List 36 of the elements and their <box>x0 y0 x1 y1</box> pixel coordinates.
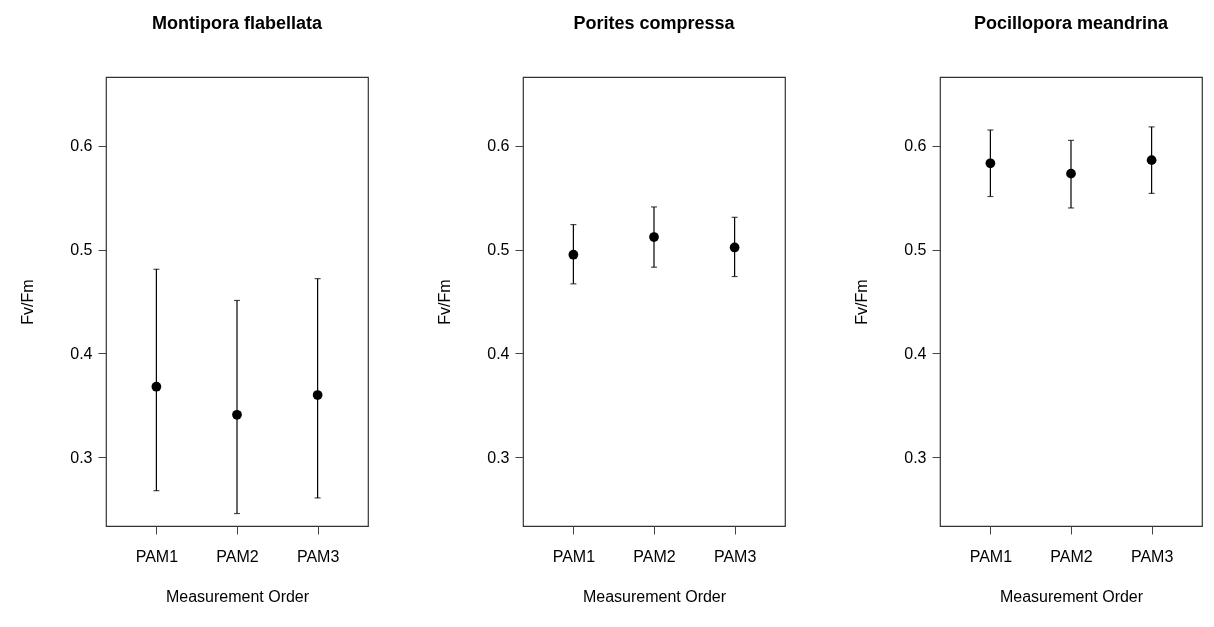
y-tick-label: 0.4 <box>70 344 93 362</box>
x-tick-label: PAM2 <box>216 547 259 565</box>
y-tick-label: 0.3 <box>70 448 93 466</box>
y-axis-title: Fv/Fm <box>853 279 871 325</box>
x-axis-title: Measurement Order <box>999 587 1144 605</box>
y-tick-label: 0.4 <box>904 344 927 362</box>
x-tick-label: PAM1 <box>135 547 179 565</box>
y-tick-label: 0.3 <box>487 448 510 466</box>
point <box>312 390 323 400</box>
x-tick-label: PAM2 <box>633 547 676 565</box>
y-axis-title: Fv/Fm <box>19 279 37 325</box>
y-tick-label: 0.5 <box>904 241 927 259</box>
point <box>729 242 740 253</box>
y-tick-label: 0.5 <box>487 241 510 259</box>
y-tick-label: 0.6 <box>904 137 927 155</box>
point <box>649 232 659 242</box>
chart-title: Pocillopora meandrina <box>973 13 1170 33</box>
x-tick-label: PAM2 <box>1050 547 1093 565</box>
x-tick-label: PAM3 <box>713 547 757 565</box>
x-axis-title: Measurement Order <box>582 587 727 605</box>
y-tick-label: 0.6 <box>70 137 93 155</box>
x-axis-title: Measurement Order <box>165 587 310 605</box>
point <box>232 409 242 420</box>
x-tick-label: PAM3 <box>296 547 340 565</box>
x-tick-label: PAM3 <box>1130 547 1174 565</box>
chart-title: Montipora flabellata <box>151 13 323 33</box>
y-tick-label: 0.5 <box>70 241 93 259</box>
y-tick-label: 0.4 <box>487 344 510 362</box>
chart-title: Porites compressa <box>573 13 736 33</box>
y-tick-label: 0.3 <box>904 448 927 466</box>
point <box>151 381 162 392</box>
point <box>568 249 579 260</box>
y-tick-label: 0.6 <box>487 137 510 155</box>
x-tick-label: PAM1 <box>552 547 596 565</box>
y-axis-title: Fv/Fm <box>436 279 454 325</box>
x-tick-label: PAM1 <box>969 547 1013 565</box>
